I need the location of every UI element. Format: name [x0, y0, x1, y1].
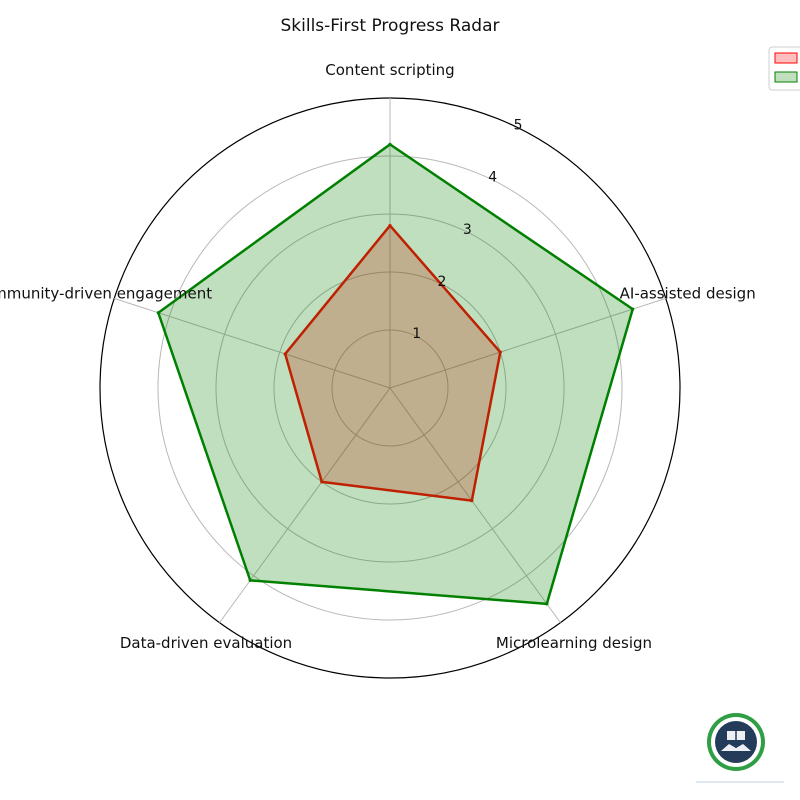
axis-labels: Content scripting AI-assisted design Micro…	[0, 61, 756, 652]
series-2-point-4	[248, 578, 252, 582]
tick-label-4: 4	[488, 170, 497, 186]
axis-label-1: Content scripting	[325, 61, 454, 79]
series-2-point-3	[545, 602, 549, 606]
axis-line-5	[114, 297, 391, 389]
axis-label-4: Data-driven evaluation	[120, 634, 292, 652]
series-1-polygon	[283, 224, 502, 502]
series-1-point-5	[283, 352, 287, 356]
series-2-point-2	[631, 307, 635, 311]
tick-label-5: 5	[514, 117, 523, 133]
radar-grid	[99, 97, 681, 679]
axis-line-2	[389, 297, 666, 389]
legend-box	[768, 46, 800, 91]
radar-series	[156, 142, 635, 606]
badge-logo-icon	[707, 713, 765, 771]
tick-label-3: 3	[463, 222, 472, 238]
series-1-point-1	[388, 224, 392, 228]
axis-label-3: Microlearning design	[496, 634, 652, 652]
series-2-point-5	[156, 311, 160, 315]
axis-label-2: AI-assisted design	[620, 284, 756, 302]
series-1-point-2	[498, 350, 502, 354]
tick-label-1: 1	[412, 326, 421, 342]
series-2-point-1	[388, 142, 392, 146]
series-2-polygon	[157, 143, 634, 606]
axis-line-4	[219, 387, 391, 623]
radial-tick-labels: 1 2 3 4 5	[412, 117, 522, 342]
series-1-point-3	[470, 499, 474, 503]
tick-label-2: 2	[438, 274, 447, 290]
axis-label-5: Community-driven engagement	[0, 284, 212, 302]
chart-title: Skills-First Progress Radar	[281, 16, 500, 36]
legend-swatch-green	[774, 71, 798, 83]
legend	[768, 46, 800, 91]
axis-line-3	[389, 387, 561, 623]
series-1-point-4	[320, 480, 324, 484]
legend-swatch-red	[774, 52, 798, 64]
